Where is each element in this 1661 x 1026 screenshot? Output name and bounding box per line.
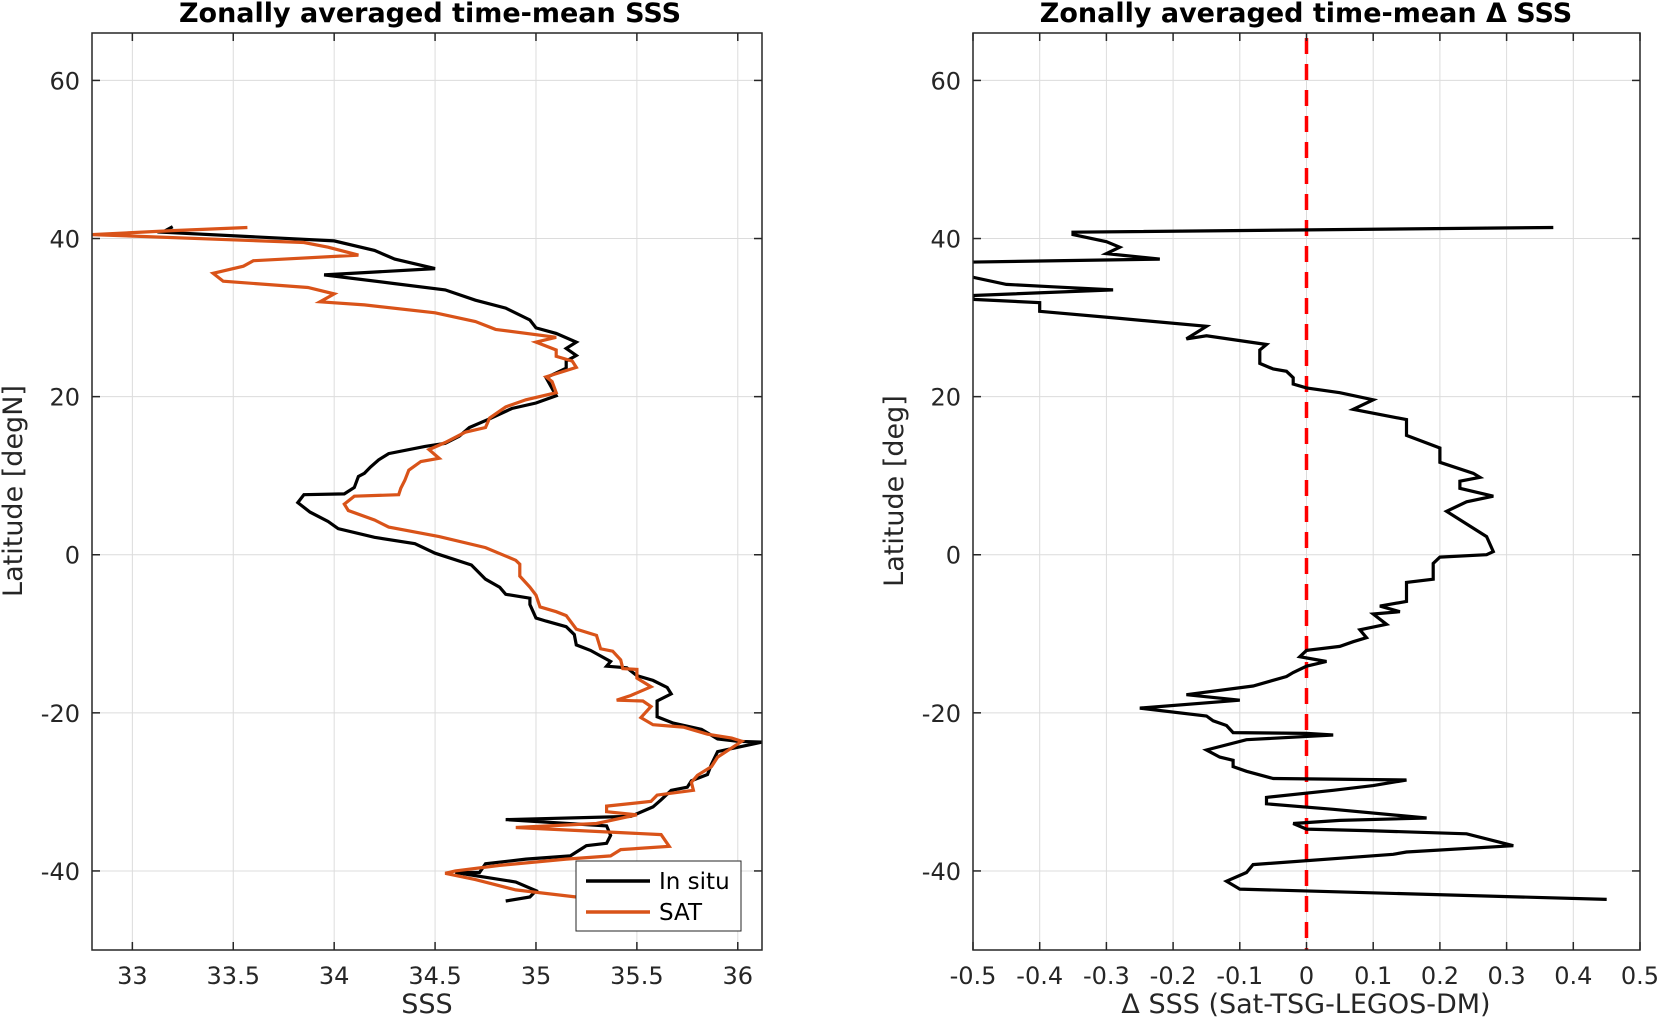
sss-x-tick-label: 34.5 (408, 962, 461, 990)
sss-x-tick-label: 34 (319, 962, 350, 990)
delta-sss-x-tick-label: -0.5 (950, 962, 997, 990)
sss-y-tick-label: 60 (49, 67, 80, 95)
delta-sss-y-tick-label: 60 (930, 67, 961, 95)
delta-sss-series-group (973, 38, 1607, 950)
delta-sss-x-ticks: -0.5 -0.4 -0.3 -0.2 -0.1 0 0.1 0.2 0.3 0.4 0.5 (950, 33, 1659, 990)
sss-y-ticks: -40 -20 0 20 40 60 (41, 67, 762, 886)
sss-y-tick-label: 20 (49, 384, 80, 412)
delta-sss-series-line (973, 225, 1607, 901)
delta-sss-y-tick-label: 20 (930, 384, 961, 412)
delta-sss-y-axis-label: Latitude [deg] (879, 395, 910, 587)
delta-sss-y-tick-label: 0 (946, 542, 961, 570)
delta-sss-x-tick-label: 0.2 (1421, 962, 1459, 990)
sss-x-tick-label: 35 (521, 962, 552, 990)
sss-x-tick-label: 33 (117, 962, 148, 990)
delta-sss-chart-title: Zonally averaged time-mean Δ SSS (1040, 0, 1572, 29)
sss-series-in-situ (156, 225, 762, 903)
delta-sss-x-tick-label: 0.1 (1354, 962, 1392, 990)
sss-panel: Zonally averaged time-mean SSS 33 33.5 34 3… (0, 0, 763, 1020)
delta-sss-y-tick-label: -40 (922, 858, 961, 886)
delta-sss-x-tick-label: 0 (1299, 962, 1314, 990)
sss-y-axis-label: Latitude [degN] (0, 385, 29, 597)
delta-sss-x-tick-label: 0.5 (1621, 962, 1659, 990)
delta-sss-x-tick-label: 0.3 (1488, 962, 1526, 990)
delta-sss-y-ticks: -40 -20 0 20 40 60 (922, 67, 1640, 886)
delta-sss-x-tick-label: 0.4 (1554, 962, 1592, 990)
sss-y-tick-label: 0 (65, 542, 80, 570)
sss-chart-title: Zonally averaged time-mean SSS (179, 0, 681, 29)
sss-y-tick-label: -20 (41, 700, 80, 728)
delta-sss-panel: Zonally averaged time-mean Δ SSS -0.5 -0.… (879, 0, 1659, 1020)
delta-sss-x-tick-label: -0.4 (1016, 962, 1063, 990)
legend-box (575, 860, 742, 932)
delta-sss-y-tick-label: 40 (930, 226, 961, 254)
delta-sss-y-tick-label: -20 (922, 700, 961, 728)
legend-label-in-situ: In situ (659, 869, 730, 895)
sss-y-tick-label: 40 (49, 226, 80, 254)
sss-x-tick-label: 33.5 (207, 962, 260, 990)
sss-x-tick-label: 35.5 (610, 962, 663, 990)
delta-sss-x-tick-label: -0.1 (1216, 962, 1263, 990)
legend: In situ SAT (575, 860, 742, 932)
sss-axes-frame (91, 32, 763, 951)
legend-label-sat: SAT (659, 900, 703, 926)
delta-sss-x-tick-label: -0.3 (1083, 962, 1130, 990)
sss-x-ticks: 33 33.5 34 34.5 35 35.5 36 (117, 33, 753, 990)
sss-grid (92, 33, 762, 950)
delta-sss-x-tick-label: -0.2 (1150, 962, 1197, 990)
sss-series-sat (92, 225, 746, 899)
sss-x-tick-label: 36 (723, 962, 754, 990)
sss-y-tick-label: -40 (41, 858, 80, 886)
delta-sss-x-axis-label: Δ SSS (Sat-TSG-LEGOS-DM) (1121, 989, 1490, 1020)
sss-series-group (92, 225, 762, 903)
sss-x-axis-label: SSS (401, 989, 452, 1020)
